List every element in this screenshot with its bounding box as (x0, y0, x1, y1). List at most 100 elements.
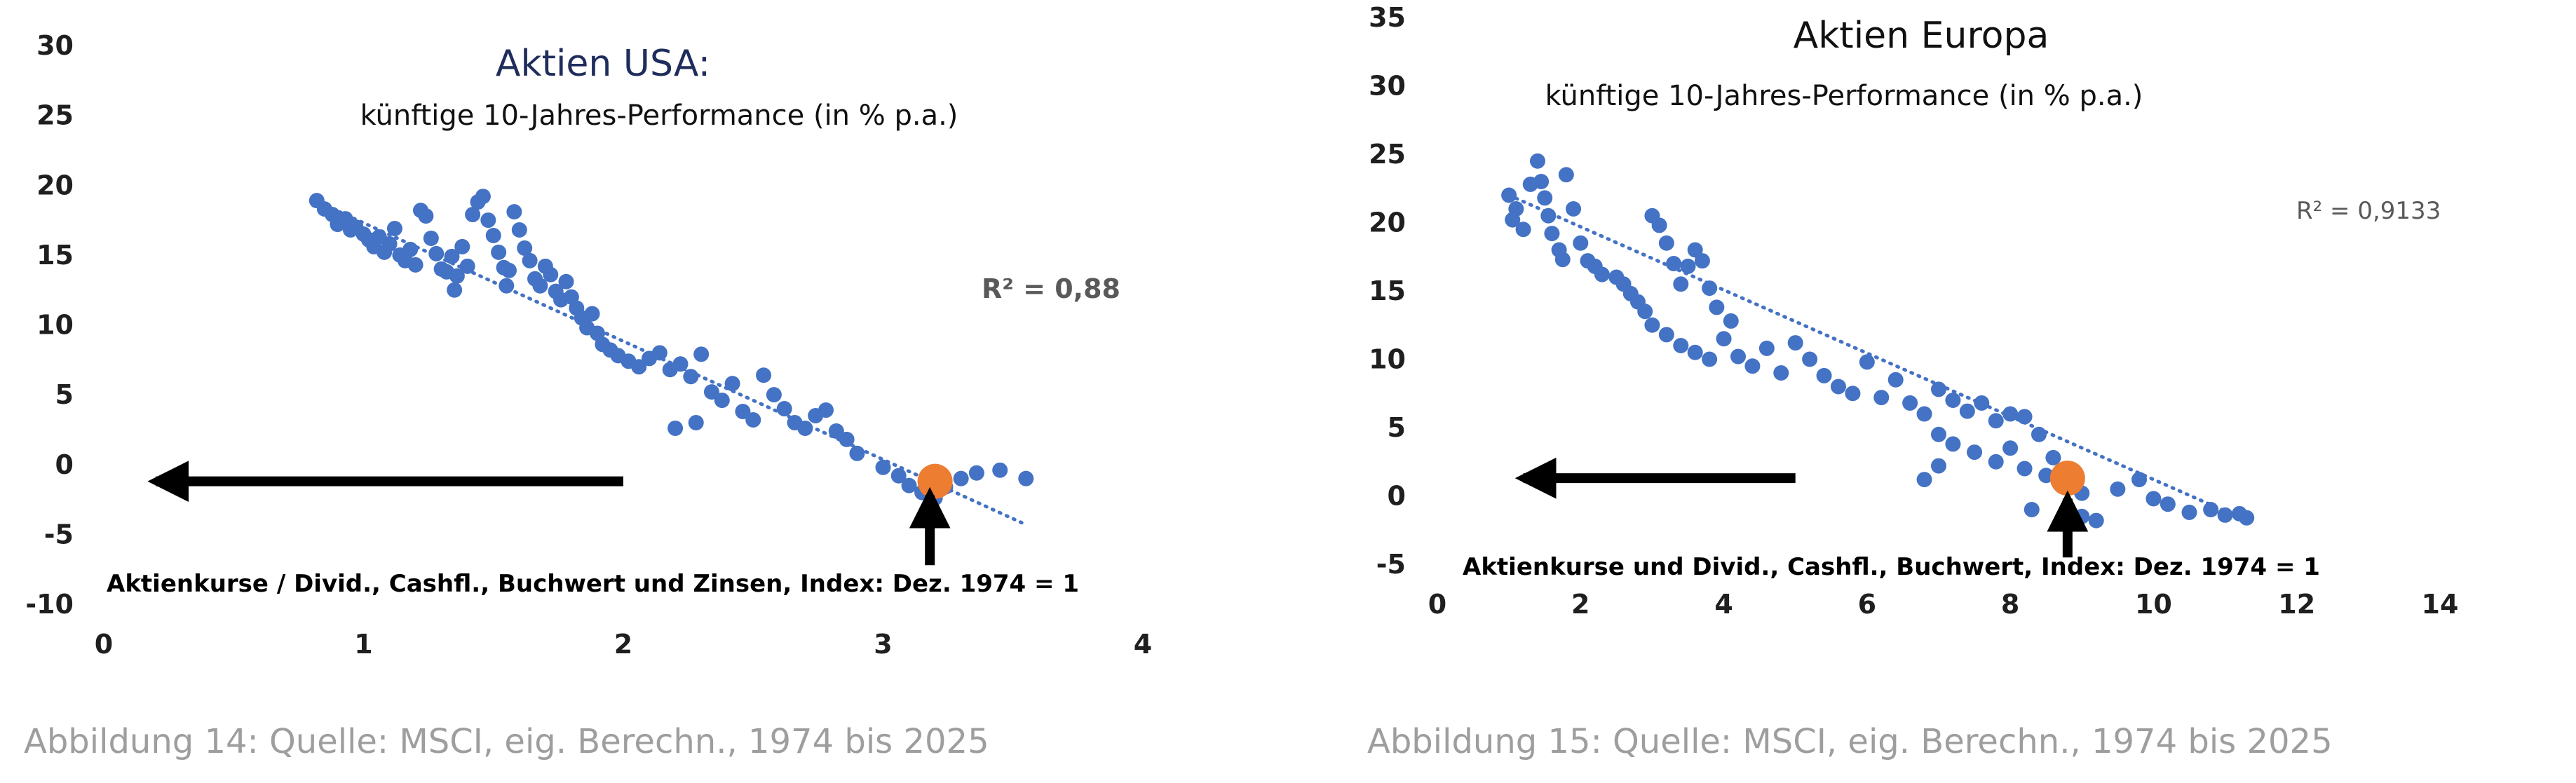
usa-data-point (584, 306, 600, 322)
europe-arrows (1514, 457, 2089, 558)
usa-data-point (901, 477, 917, 493)
usa-chart-subtitle: künftige 10-Jahres-Performance (in % p.a… (360, 100, 958, 132)
usa-data-points (309, 189, 1034, 506)
europe-data-point (1988, 454, 2004, 470)
usa-data-point (465, 207, 481, 223)
usa-r-squared: R² = 0,88 (982, 273, 1120, 304)
usa-data-point (449, 268, 465, 284)
usa-y-tick-label: 10 (36, 310, 74, 341)
usa-data-point (756, 367, 772, 383)
europe-chart-title: Aktien Europa (1794, 15, 2049, 57)
europe-data-point (2160, 496, 2176, 512)
europe-data-point (1594, 266, 1610, 282)
usa-data-point (386, 221, 402, 237)
europe-data-point (1967, 444, 1983, 461)
europe-data-point (2074, 508, 2090, 524)
europe-data-point (1637, 304, 1653, 320)
europe-data-point (1773, 365, 1789, 381)
europe-data-point (1945, 393, 1961, 408)
europe-data-point (1644, 317, 1660, 333)
europe-data-point (1673, 276, 1689, 292)
usa-x-axis-label: Aktienkurse / Divid., Cashfl., Buchwert … (107, 570, 1079, 598)
europe-x-tick-label: 14 (2422, 589, 2459, 620)
usa-data-point (1018, 470, 1034, 486)
europe-data-point (1723, 313, 1739, 329)
europe-y-tick-label: 25 (1369, 139, 1406, 170)
europe-data-point (1758, 340, 1775, 356)
europe-data-point (2181, 504, 2197, 520)
europe-data-point (1658, 235, 1674, 251)
usa-data-point (688, 414, 704, 430)
europe-data-point (1673, 338, 1689, 353)
europe-data-point (1658, 327, 1674, 343)
europe-y-tick-label: 0 (1388, 481, 1406, 512)
usa-data-point (475, 189, 491, 205)
usa-y-tick-label: 25 (36, 100, 74, 131)
europe-data-point (1988, 413, 2004, 429)
europe-y-tick-label: 15 (1369, 275, 1406, 306)
usa-data-point (522, 252, 538, 268)
europe-data-point (1845, 386, 1861, 402)
usa-data-point (459, 258, 475, 274)
europe-data-point (2038, 468, 2054, 484)
europe-data-point (1651, 217, 1667, 233)
usa-data-point (890, 468, 907, 484)
usa-data-point (558, 273, 574, 290)
europe-data-point (1802, 351, 1818, 367)
europe-x-tick-label: 8 (2001, 589, 2019, 620)
europe-data-point (2016, 461, 2033, 477)
usa-data-point (672, 356, 689, 372)
usa-y-tick-label: 20 (36, 170, 74, 200)
europe-data-point (1702, 351, 1718, 367)
usa-data-point (766, 387, 782, 403)
usa-y-tick-label: 30 (36, 30, 74, 61)
usa-y-tick-label: 5 (55, 379, 74, 410)
europe-highlight-point (2049, 461, 2085, 496)
usa-data-point (428, 245, 445, 261)
europe-x-tick-label: 10 (2135, 589, 2172, 620)
europe-chart-subtitle: künftige 10-Jahres-Performance (in % p.a… (1545, 80, 2143, 112)
europe-x-tick-label: 2 (1571, 589, 1589, 620)
usa-x-tick-label: 4 (1134, 629, 1152, 660)
usa-data-point (849, 445, 865, 461)
usa-y-tick-label: -10 (25, 589, 74, 620)
usa-data-point (499, 278, 515, 294)
usa-x-tick-label: 2 (614, 629, 632, 660)
europe-data-point (2131, 472, 2147, 488)
europe-data-point (1573, 235, 1589, 251)
usa-data-point (992, 462, 1008, 478)
usa-x-tick-label: 1 (354, 629, 372, 660)
europe-data-point (1530, 153, 1545, 169)
usa-data-point (402, 241, 419, 257)
usa-x-tick-labels: 0 1 2 3 4 (95, 629, 1152, 660)
europe-chart: -5 0 5 10 15 20 25 30 35 0 2 4 6 8 10 12 14 Aktien Euro… (1369, 2, 2458, 620)
europe-data-point (2002, 440, 2019, 456)
europe-x-tick-label: 12 (2278, 589, 2315, 620)
europe-x-axis-label: Aktienkurse und Divid., Cashfl., Buchwer… (1463, 553, 2320, 581)
usa-y-tick-label: 15 (36, 240, 74, 271)
europe-data-point (1566, 201, 1582, 217)
usa-data-point (953, 470, 969, 486)
europe-y-tick-label: 30 (1369, 71, 1406, 102)
europe-data-points (1501, 153, 2255, 529)
europe-x-tick-label: 6 (1858, 589, 1876, 620)
europe-x-tick-labels: 0 2 4 6 8 10 12 14 (1428, 589, 2459, 620)
europe-data-point (1916, 406, 1932, 422)
europe-data-point (1702, 280, 1718, 297)
europe-data-point (1716, 331, 1732, 347)
usa-data-point (444, 248, 460, 264)
europe-y-tick-labels: -5 0 5 10 15 20 25 30 35 (1369, 2, 1406, 580)
europe-data-point (1873, 390, 1890, 406)
europe-data-point (1680, 258, 1696, 274)
europe-data-point (2023, 502, 2040, 517)
usa-data-point (797, 420, 813, 436)
usa-data-point (968, 465, 984, 481)
europe-y-tick-label: 10 (1369, 344, 1406, 375)
usa-chart: -10 -5 0 5 10 15 20 25 30 0 1 2 3 4 Aktien USA: künf… (25, 30, 1152, 660)
usa-data-point (776, 401, 792, 417)
europe-data-point (1558, 167, 1574, 183)
usa-x-tick-label: 0 (95, 629, 113, 660)
usa-data-point (703, 384, 719, 400)
europe-data-point (1709, 299, 1725, 315)
usa-data-point (828, 423, 844, 439)
